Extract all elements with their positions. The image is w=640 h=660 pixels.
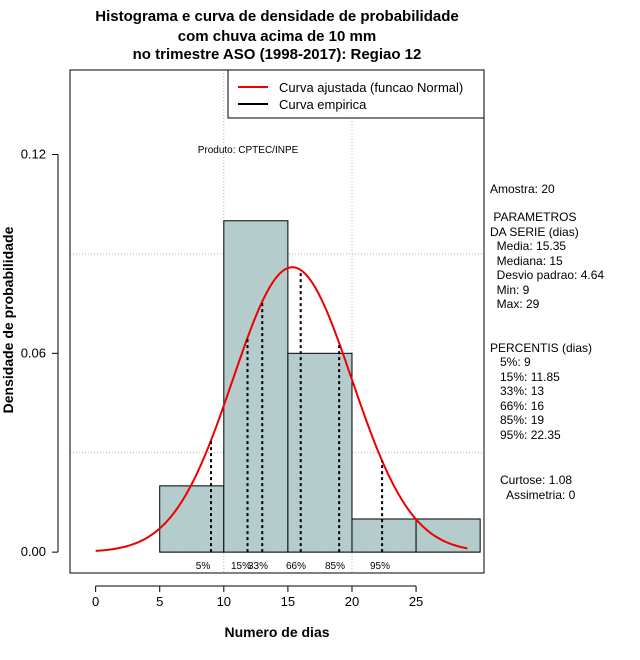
param-mediana: Mediana: 15 bbox=[490, 254, 563, 268]
y-tick-label: 0.12 bbox=[21, 146, 46, 161]
legend-box bbox=[227, 69, 485, 119]
percentil-15: 15%: 11.85 bbox=[490, 370, 560, 384]
percentile-label: 66% bbox=[286, 561, 306, 572]
param-media: Media: 15.35 bbox=[490, 239, 567, 253]
x-tick-label: 0 bbox=[92, 594, 99, 609]
percentis-title: PERCENTIS (dias) bbox=[490, 341, 593, 355]
percentil-85: 85%: 19 bbox=[490, 413, 545, 427]
product-label: Produto: CPTEC/INPE bbox=[198, 145, 299, 156]
percentile-label: 5% bbox=[196, 561, 211, 572]
histogram-bar bbox=[415, 518, 481, 553]
param-min: Min: 9 bbox=[490, 283, 530, 297]
x-tick-label: 15 bbox=[281, 594, 295, 609]
percentile-label: 85% bbox=[325, 561, 345, 572]
histogram-bar bbox=[159, 485, 225, 553]
percentil-5: 5%: 9 bbox=[490, 355, 531, 369]
percentile-label: 33% bbox=[248, 561, 268, 572]
histogram-bar bbox=[351, 518, 417, 553]
percentile-label: 95% bbox=[370, 561, 390, 572]
param-max: Max: 29 bbox=[490, 297, 540, 311]
percentil-66: 66%: 16 bbox=[490, 399, 545, 413]
percentil-33: 33%: 13 bbox=[490, 384, 545, 398]
percentile-label: 15% bbox=[231, 561, 251, 572]
curtose: Curtose: 1.08 bbox=[490, 473, 573, 487]
x-tick-label: 5 bbox=[156, 594, 163, 609]
sample-size: Amostra: 20 bbox=[490, 182, 555, 196]
x-tick-label: 20 bbox=[345, 594, 359, 609]
params-title-2: DA SERIE (dias) bbox=[490, 225, 579, 239]
y-axis-title: Densidade de probabilidade bbox=[0, 226, 16, 414]
x-tick-label: 25 bbox=[409, 594, 423, 609]
title-line-3: no trimestre ASO (1998-2017): Regiao 12 bbox=[132, 46, 422, 63]
y-tick-label: 0.06 bbox=[21, 345, 46, 360]
assimetria: Assimetria: 0 bbox=[490, 488, 576, 502]
normal-fit-curve bbox=[95, 266, 468, 552]
x-axis-title: Numero de dias bbox=[224, 624, 330, 640]
x-tick-label: 10 bbox=[217, 594, 231, 609]
param-desvio: Desvio padrao: 4.64 bbox=[490, 268, 605, 282]
title-line-2: com chuva acima de 10 mm bbox=[177, 28, 377, 45]
percentil-95: 95%: 22.35 bbox=[490, 428, 561, 442]
legend-label-empirical: Curva empirica bbox=[279, 97, 367, 112]
y-tick-label: 0.00 bbox=[21, 544, 46, 559]
histogram-bar bbox=[287, 352, 353, 553]
params-title-1: PARAMETROS bbox=[490, 210, 577, 224]
legend-label-fit: Curva ajustada (funcao Normal) bbox=[279, 80, 463, 95]
histogram-bar bbox=[223, 220, 289, 553]
title-line-1: Histograma e curva de densidade de proba… bbox=[95, 8, 459, 25]
